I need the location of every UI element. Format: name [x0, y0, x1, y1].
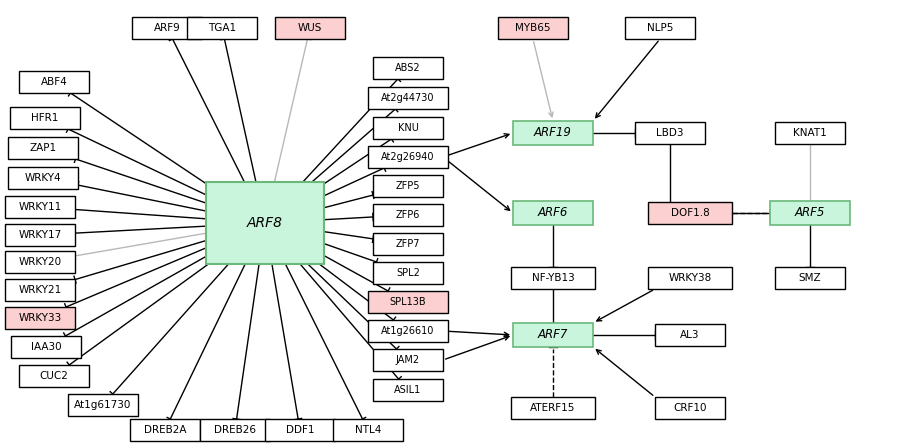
Text: CRF10: CRF10: [673, 403, 707, 413]
Text: IAA30: IAA30: [31, 342, 61, 352]
Text: ZFP5: ZFP5: [396, 181, 420, 191]
Bar: [368, 146, 448, 168]
Text: NLP5: NLP5: [647, 23, 673, 33]
Bar: [513, 121, 593, 145]
Bar: [373, 57, 443, 79]
Bar: [625, 17, 695, 39]
Bar: [200, 419, 270, 441]
Text: WRKY38: WRKY38: [669, 273, 712, 283]
Text: AL3: AL3: [680, 330, 700, 340]
Bar: [130, 419, 200, 441]
Text: ARF6: ARF6: [538, 207, 568, 219]
Bar: [648, 267, 732, 289]
Text: KNU: KNU: [398, 123, 418, 133]
Bar: [648, 202, 732, 224]
Text: WRKY17: WRKY17: [18, 230, 61, 240]
Text: WRKY4: WRKY4: [24, 173, 61, 183]
Text: DREB2A: DREB2A: [144, 425, 186, 435]
Bar: [511, 397, 595, 419]
Bar: [368, 320, 448, 342]
Bar: [511, 267, 595, 289]
Text: HFR1: HFR1: [32, 113, 58, 123]
Bar: [5, 251, 75, 273]
Bar: [275, 17, 345, 39]
Bar: [373, 349, 443, 371]
Bar: [513, 323, 593, 347]
Text: ARF19: ARF19: [534, 127, 572, 139]
Text: CUC2: CUC2: [40, 371, 68, 381]
Text: DOF1.8: DOF1.8: [670, 208, 709, 218]
Text: SMZ: SMZ: [798, 273, 822, 283]
Text: DREB26: DREB26: [214, 425, 256, 435]
Bar: [132, 17, 202, 39]
Text: WRKY11: WRKY11: [18, 202, 61, 212]
Bar: [10, 107, 80, 129]
Bar: [655, 397, 725, 419]
Text: ABF4: ABF4: [40, 77, 68, 87]
Text: JAM2: JAM2: [396, 355, 420, 365]
Bar: [770, 201, 850, 225]
Text: At1g26610: At1g26610: [382, 326, 435, 336]
Text: At1g61730: At1g61730: [75, 400, 131, 410]
Text: ARF8: ARF8: [247, 216, 283, 230]
Bar: [368, 87, 448, 109]
Bar: [206, 182, 324, 264]
Text: At2g26940: At2g26940: [382, 152, 435, 162]
Bar: [265, 419, 335, 441]
Bar: [373, 262, 443, 284]
Bar: [5, 196, 75, 218]
Bar: [368, 291, 448, 313]
Text: ZFP7: ZFP7: [396, 239, 420, 249]
Text: At2g44730: At2g44730: [382, 93, 435, 103]
Text: MYB65: MYB65: [515, 23, 551, 33]
Bar: [373, 175, 443, 197]
Bar: [498, 17, 568, 39]
Text: ABS2: ABS2: [395, 63, 421, 73]
Text: ARF7: ARF7: [538, 329, 568, 342]
Text: WUS: WUS: [298, 23, 322, 33]
Text: ZFP6: ZFP6: [396, 210, 420, 220]
Bar: [8, 137, 78, 159]
Bar: [11, 336, 81, 358]
Bar: [333, 419, 403, 441]
Bar: [19, 365, 89, 387]
Text: WRKY20: WRKY20: [18, 257, 61, 267]
Text: WRKY33: WRKY33: [18, 313, 61, 323]
Text: TGA1: TGA1: [208, 23, 236, 33]
Bar: [187, 17, 257, 39]
Text: NTL4: NTL4: [355, 425, 382, 435]
Text: ATERF15: ATERF15: [530, 403, 576, 413]
Text: LBD3: LBD3: [656, 128, 684, 138]
Bar: [5, 307, 75, 329]
Bar: [5, 279, 75, 301]
Text: KNAT1: KNAT1: [793, 128, 827, 138]
Bar: [775, 122, 845, 144]
Bar: [513, 201, 593, 225]
Text: WRKY21: WRKY21: [18, 285, 61, 295]
Text: SPL2: SPL2: [396, 268, 420, 278]
Text: ZAP1: ZAP1: [30, 143, 57, 153]
Text: ARF5: ARF5: [795, 207, 825, 219]
Bar: [19, 71, 89, 93]
Bar: [775, 267, 845, 289]
Text: DDF1: DDF1: [286, 425, 314, 435]
Bar: [373, 204, 443, 226]
Text: NF-YB13: NF-YB13: [532, 273, 574, 283]
Bar: [655, 324, 725, 346]
Bar: [68, 394, 138, 416]
Bar: [5, 224, 75, 246]
Bar: [373, 117, 443, 139]
Text: ARF9: ARF9: [154, 23, 180, 33]
Bar: [635, 122, 705, 144]
Text: SPL13B: SPL13B: [390, 297, 427, 307]
Bar: [373, 379, 443, 401]
Bar: [8, 167, 78, 189]
Text: ASIL1: ASIL1: [394, 385, 421, 395]
Bar: [373, 233, 443, 255]
